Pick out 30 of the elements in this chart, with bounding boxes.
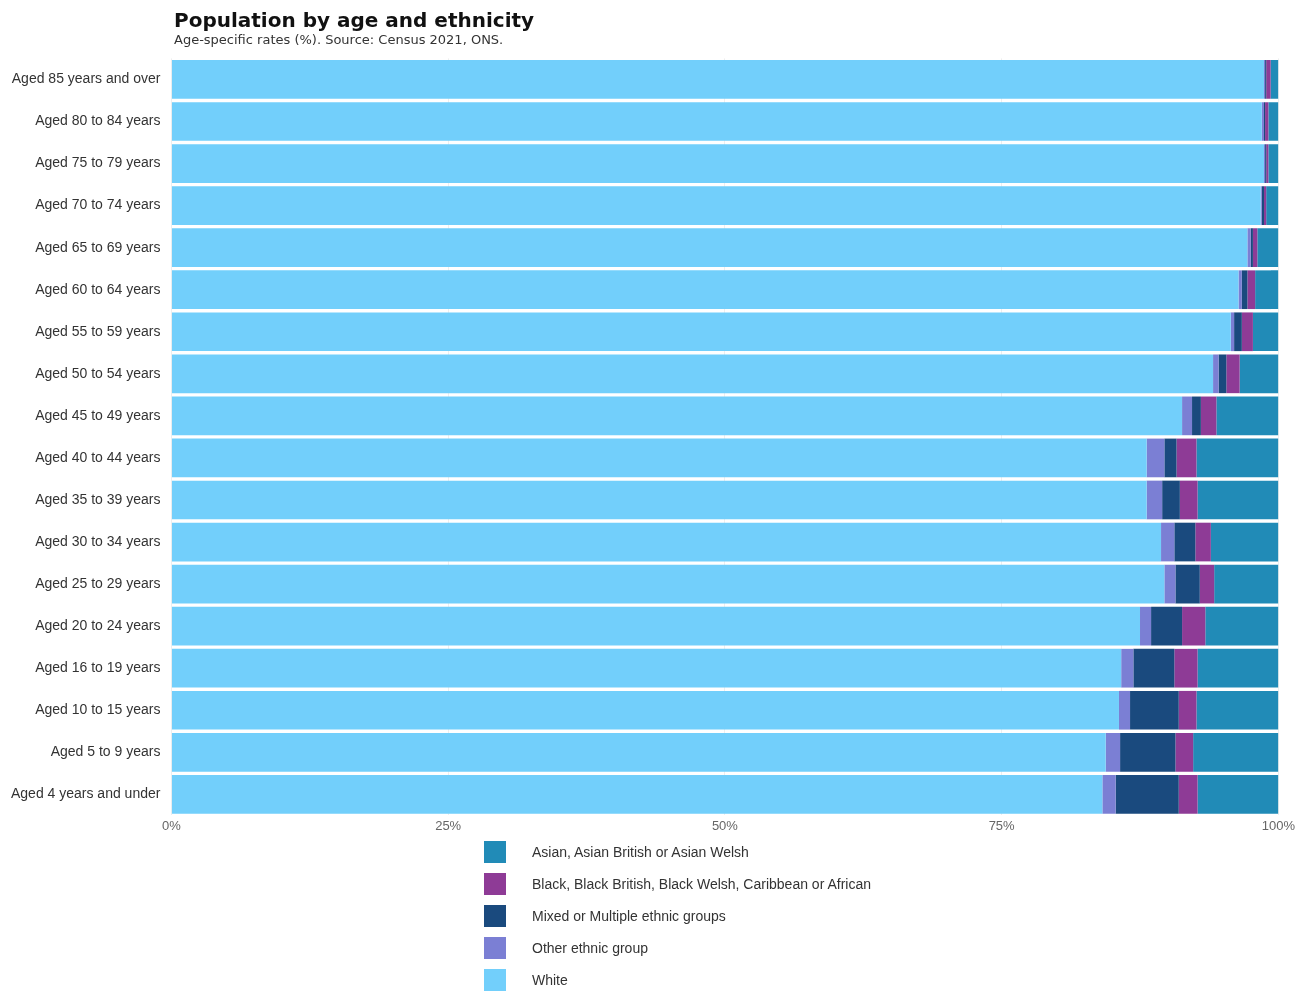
y-tick-label: Aged 4 years and under xyxy=(10,785,161,802)
y-tick-label: Aged 25 to 29 years xyxy=(35,574,161,591)
legend-label: Asian, Asian British or Asian Welsh xyxy=(532,844,749,860)
chart-subtitle: Age-specific rates (%). Source: Census 2021, ONS. xyxy=(174,32,505,47)
chart-title: Population by age and ethnicity xyxy=(174,8,536,32)
legend-label: White xyxy=(532,972,568,988)
y-tick-label: Aged 45 to 49 years xyxy=(35,406,161,423)
y-tick-label: Aged 30 to 34 years xyxy=(35,532,161,549)
legend-label: Black, Black British, Black Welsh, Caribbean or African xyxy=(532,876,871,892)
y-tick-label: Aged 60 to 64 years xyxy=(35,280,161,297)
y-tick-label: Aged 5 to 9 years xyxy=(50,743,161,760)
y-tick-label: Aged 16 to 19 years xyxy=(35,659,161,676)
y-tick-label: Aged 75 to 79 years xyxy=(35,154,161,171)
y-tick-label: Aged 80 to 84 years xyxy=(35,112,161,129)
y-tick-label: Aged 20 to 24 years xyxy=(35,617,161,634)
x-tick-label: 0% xyxy=(162,817,182,833)
y-tick-label: Aged 35 to 39 years xyxy=(35,490,161,507)
legend-label: Mixed or Multiple ethnic groups xyxy=(532,908,726,924)
x-tick-label: 50% xyxy=(711,817,739,833)
y-tick-label: Aged 50 to 54 years xyxy=(35,364,161,381)
y-tick-label: Aged 65 to 69 years xyxy=(35,238,161,255)
y-tick-label: Aged 55 to 59 years xyxy=(35,322,161,339)
x-tick-label: 100% xyxy=(1261,817,1296,833)
y-tick-label: Aged 70 to 74 years xyxy=(35,196,161,213)
legend-label: Other ethnic group xyxy=(532,940,648,956)
y-tick-label: Aged 10 to 15 years xyxy=(35,701,161,718)
y-tick-label: Aged 40 to 44 years xyxy=(35,448,161,465)
x-tick-label: 25% xyxy=(435,817,462,833)
x-tick-label: 75% xyxy=(988,817,1016,833)
y-tick-label: Aged 85 years and over xyxy=(11,70,161,87)
